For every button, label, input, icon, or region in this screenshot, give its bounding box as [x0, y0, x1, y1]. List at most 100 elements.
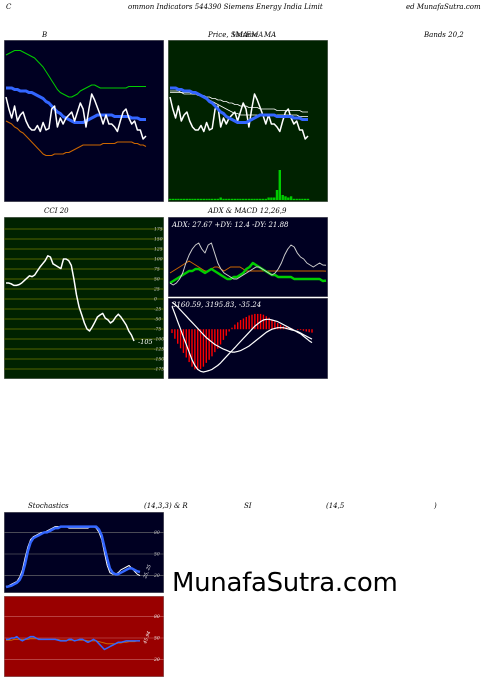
cci-tick-label: 0: [154, 297, 157, 303]
volume-bar: [284, 196, 287, 201]
volume-bar: [281, 195, 284, 200]
rsi-line: [6, 635, 140, 651]
volume-bar: [289, 196, 293, 201]
volume-bar: [295, 198, 298, 201]
watermark: MunafaSutra.com: [172, 568, 398, 598]
stoch-panel: 80 50 20 25, 25: [4, 512, 164, 593]
volume-bar: [273, 197, 276, 200]
volume-bar: [298, 198, 301, 201]
rsi-last-label: 45.94: [142, 630, 152, 645]
volume-bar: [236, 198, 239, 201]
cci-tick-label: 25: [153, 287, 160, 293]
volume-bar: [171, 198, 174, 201]
volume-bar: [213, 198, 217, 201]
volume-bar: [304, 198, 307, 201]
volume-bar: [199, 198, 203, 201]
volume-bar: [222, 198, 225, 201]
volume-bar: [197, 198, 200, 201]
cci-tick-label: 125: [154, 247, 163, 253]
cci-line: [6, 255, 135, 342]
ema-title: EMA: [246, 31, 264, 39]
bollinger-price-line: [5, 93, 147, 140]
stoch-tick-label: 20: [153, 573, 160, 579]
bollinger-title-left: B: [42, 31, 48, 39]
volume-bar: [191, 198, 194, 201]
volume-bar: [233, 198, 236, 201]
adx-bg: [168, 217, 328, 297]
volume-bar: [247, 198, 251, 201]
price-ema-line: [170, 86, 308, 124]
volume-bar: [194, 198, 197, 201]
macd-panel: 3160.59, 3195.83, -35.24: [168, 298, 328, 379]
cci-tick-label: 150: [154, 237, 163, 243]
rsi-panel: 80 50 20 45.94: [4, 596, 164, 677]
cci-tick-label: -50: [154, 317, 161, 323]
volume-bar: [264, 198, 267, 201]
volume-bar: [180, 198, 183, 201]
bollinger-lower-line: [5, 120, 147, 156]
volume-bar: [301, 198, 304, 201]
volume-bar: [211, 198, 214, 201]
cci-tick-label: 50: [154, 277, 160, 283]
volume-bar: [258, 198, 262, 201]
volume-bar: [185, 198, 189, 201]
macd-macd-line: [171, 306, 313, 373]
volume-bar: [219, 197, 222, 200]
adx-macd-title: ADX & MACD 12,26,9: [208, 207, 287, 215]
cci-tick-label: -150: [154, 357, 164, 363]
volume-bar: [292, 198, 296, 201]
volume-bar: [202, 198, 205, 201]
adx-plus-di-line: [169, 261, 327, 285]
price-price-line: [169, 93, 309, 140]
volume-bar: [205, 198, 208, 201]
volume-bar: [208, 198, 211, 201]
volume-bar: [278, 170, 281, 200]
stoch-tick-label: 50: [154, 552, 160, 558]
header-right: ed MunafaSutra.com: [406, 3, 481, 11]
cci-panel: 175 150 125 100 75 50 25 0 -25 -50 -75 -100 -125 -150…: [4, 217, 164, 379]
volume-bar: [287, 197, 290, 200]
stoch-tick-label: 80: [154, 530, 160, 536]
cci-tick-label: -175: [154, 367, 164, 373]
rsi-params: (14,5: [326, 502, 345, 510]
volume-title: Volume: [232, 31, 259, 39]
stoch-d-line: [5, 525, 141, 589]
volume-bar: [239, 198, 242, 201]
macd-signal-line: [171, 301, 313, 353]
volume-bar: [216, 198, 220, 201]
volume-bar: [270, 197, 273, 200]
volume-bar: [225, 198, 228, 201]
bollinger-middle-line: [6, 86, 146, 124]
cci-last-label: -105: [138, 338, 153, 346]
volume-bar: [275, 190, 279, 200]
rsi-title: SI: [244, 502, 252, 510]
volume-bar: [244, 198, 248, 201]
macd-values-label: 3160.59, 3195.83, -35.24: [172, 301, 261, 309]
volume-bar: [250, 198, 253, 201]
adx-panel: ADX: 27.67 +DY: 12.4 -DY: 21.88: [168, 217, 328, 297]
cci-tick-label: 175: [154, 227, 163, 233]
rsi-tick-label: 80: [154, 614, 160, 620]
stoch-last-label: 25, 25: [142, 564, 153, 581]
price-sma-title: Price, SMA: [208, 31, 248, 39]
ma-title: MA: [264, 31, 277, 39]
volume-bar: [182, 198, 186, 201]
volume-bar: [242, 198, 245, 201]
cci-title: CCI 20: [44, 207, 69, 215]
cci-tick-label: 75: [154, 267, 160, 273]
volume-bar: [174, 198, 177, 201]
rsi-close: ): [434, 502, 437, 510]
volume-bar: [253, 198, 256, 201]
adx-values-label: ADX: 27.67 +DY: 12.4 -DY: 21.88: [171, 221, 289, 229]
volume-bar: [230, 198, 234, 201]
bands-title: Bands 20,2: [424, 31, 464, 39]
rsi-bg: [4, 596, 164, 677]
volume-bar: [227, 198, 231, 201]
rsi-tick-label: 20: [153, 657, 160, 663]
volume-bar: [261, 198, 265, 201]
volume-bar: [168, 198, 172, 201]
stoch-title: Stochastics: [28, 502, 69, 510]
cci-bg: [4, 217, 164, 379]
volume-bar: [306, 198, 310, 201]
header-left: C: [6, 3, 12, 11]
